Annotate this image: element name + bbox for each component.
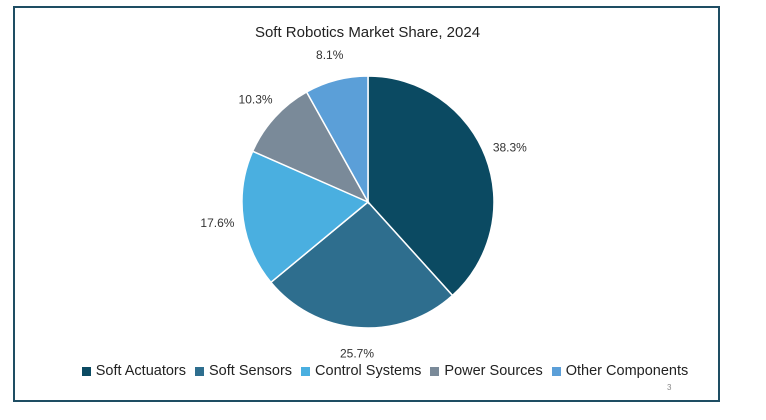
legend-swatch (81, 366, 91, 376)
chart-title: Soft Robotics Market Share, 2024 (254, 24, 481, 41)
slice-value-label: 38.3% (493, 140, 527, 154)
slice-value-label: 8.1% (316, 48, 344, 62)
legend-label: Control Systems (315, 363, 422, 379)
slice-value-label: 25.7% (340, 347, 374, 361)
pie-slice-control-systems (241, 150, 370, 284)
legend-swatch (430, 366, 440, 376)
page-number: 3 (667, 383, 672, 392)
chart-legend: Soft Actuators Soft Sensors Control System… (0, 363, 766, 379)
legend-item-soft-sensors: Soft Sensors (195, 363, 292, 379)
legend-swatch (301, 366, 311, 376)
legend-item-other-components: Other Components (551, 363, 689, 379)
pie-slice-power-sources (251, 90, 370, 204)
legend-swatch (551, 366, 561, 376)
slice-value-label: 17.6% (200, 216, 234, 230)
legend-swatch (195, 366, 205, 376)
legend-item-soft-actuators: Soft Actuators (81, 363, 187, 379)
slice-value-label: 10.3% (239, 93, 273, 107)
legend-label: Soft Sensors (209, 363, 293, 379)
legend-label: Other Components (565, 363, 689, 379)
pie-slice-soft-sensors (269, 200, 454, 329)
legend-label: Soft Actuators (95, 363, 187, 379)
legend-label: Power Sources (444, 363, 543, 379)
pie-slice-other-components (305, 75, 369, 205)
pie-slice-soft-actuators (367, 75, 495, 297)
legend-item-power-sources: Power Sources (430, 363, 543, 379)
legend-item-control-systems: Control Systems (301, 363, 421, 379)
